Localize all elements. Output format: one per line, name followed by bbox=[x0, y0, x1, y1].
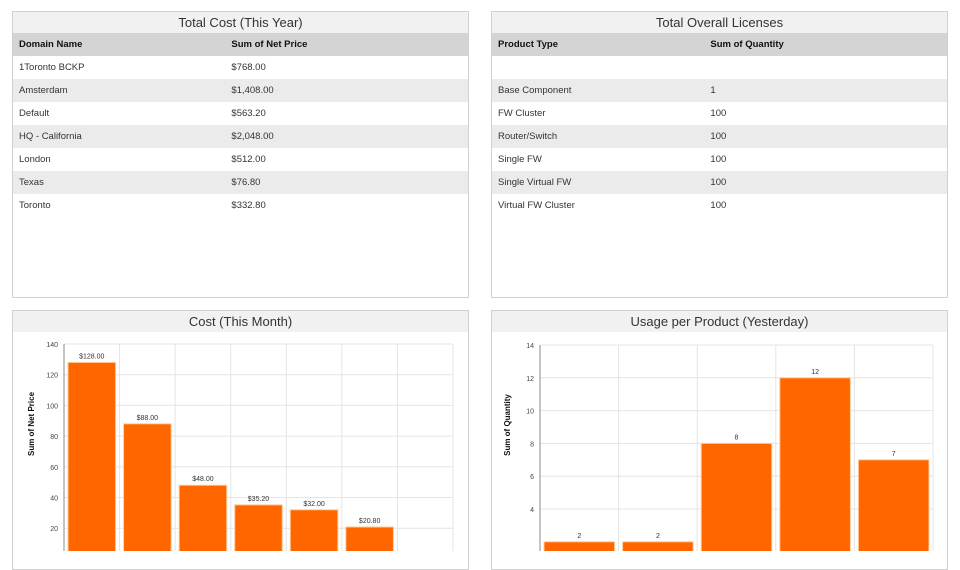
y-tick-label: 80 bbox=[50, 434, 58, 441]
column-header: Sum of Quantity bbox=[710, 33, 947, 56]
column-header: Sum of Net Price bbox=[231, 33, 468, 56]
table-row[interactable]: Router/Switch 100 bbox=[492, 125, 947, 148]
bar bbox=[123, 423, 172, 551]
y-tick-label: 6 bbox=[530, 474, 534, 481]
table-cell: $563.20 bbox=[231, 108, 266, 119]
y-axis-label: Sum of Quantity bbox=[503, 394, 512, 456]
data-label: 8 bbox=[735, 434, 739, 441]
table-cell: Default bbox=[19, 108, 50, 119]
data-label: 7 bbox=[892, 451, 896, 458]
licenses-panel: Total Overall Licenses Product Type Sum o… bbox=[491, 11, 948, 298]
y-tick-label: 4 bbox=[530, 507, 534, 514]
table-cell: FW Cluster bbox=[498, 108, 546, 119]
table-cell: $332.80 bbox=[231, 200, 266, 211]
table-cell: 1 bbox=[710, 79, 947, 102]
y-tick-label: 8 bbox=[530, 441, 534, 448]
table-cell: London bbox=[19, 154, 51, 165]
table-row[interactable]: 1Toronto BCKP $768.00 bbox=[13, 56, 468, 79]
table-cell: $76.80 bbox=[231, 171, 468, 194]
data-label: 2 bbox=[577, 533, 581, 540]
table-cell: Router/Switch bbox=[492, 125, 711, 148]
table-row[interactable] bbox=[492, 56, 947, 79]
y-tick-label: 14 bbox=[526, 343, 534, 350]
column-header: Product Type bbox=[492, 33, 711, 56]
bar bbox=[289, 509, 339, 551]
table-row[interactable]: Base Component 1 bbox=[492, 79, 947, 102]
usage-chart: 4 6 8 10 12 14 Sum of Quantity 2 2 8 12 7 bbox=[503, 343, 934, 551]
data-label: 2 bbox=[656, 533, 660, 540]
table-row[interactable]: Amsterdam $1,408.00 bbox=[13, 79, 468, 102]
table-cell: Texas bbox=[13, 171, 232, 194]
data-label: 12 bbox=[811, 369, 819, 376]
bar bbox=[345, 526, 394, 551]
table-cell: $2,048.00 bbox=[231, 125, 468, 148]
cost-month-chart: 20 40 60 80 100 120 140 Sum of Net Price $128.00… bbox=[27, 342, 454, 551]
y-tick-label: 12 bbox=[526, 376, 534, 383]
cost-month-panel: Cost (This Month) 20 40 60 80 100 120 140 Sum o… bbox=[12, 310, 469, 570]
table-cell: $512.00 bbox=[231, 154, 266, 165]
table-row[interactable]: Default $563.20 bbox=[13, 102, 468, 125]
bar bbox=[700, 442, 773, 551]
licenses-table: Product Type Sum of Quantity Base Componen… bbox=[492, 33, 947, 217]
y-tick-label: 20 bbox=[50, 526, 58, 533]
table-row[interactable]: London $512.00 bbox=[13, 148, 468, 171]
bar bbox=[543, 541, 616, 551]
table-cell: 1Toronto BCKP bbox=[19, 62, 85, 73]
table-row[interactable]: Single Virtual FW 100 bbox=[492, 171, 947, 194]
table-cell: 100 bbox=[710, 171, 947, 194]
data-label: $88.00 bbox=[137, 415, 159, 422]
y-tick-label: 120 bbox=[46, 373, 58, 380]
data-label: $20.80 bbox=[359, 518, 381, 525]
panel-title: Usage per Product (Yesterday) bbox=[492, 311, 947, 332]
bar bbox=[67, 361, 117, 551]
bar bbox=[857, 459, 930, 551]
table-cell: Base Component bbox=[492, 79, 711, 102]
table-cell: $1,408.00 bbox=[231, 79, 468, 102]
total-cost-panel: Total Cost (This Year) Domain Name Sum of… bbox=[12, 11, 469, 298]
table-row[interactable]: HQ - California $2,048.00 bbox=[13, 125, 468, 148]
y-tick-label: 140 bbox=[46, 342, 58, 349]
bar bbox=[234, 504, 283, 551]
table-cell: 100 bbox=[710, 108, 727, 119]
panel-title: Cost (This Month) bbox=[13, 311, 468, 332]
table-row[interactable]: Texas $76.80 bbox=[13, 171, 468, 194]
table-cell: Amsterdam bbox=[13, 79, 232, 102]
bar bbox=[178, 484, 228, 551]
table-cell: Single FW bbox=[498, 154, 542, 165]
table-cell: Single Virtual FW bbox=[492, 171, 711, 194]
total-cost-table: Domain Name Sum of Net Price 1Toronto BCKP… bbox=[13, 33, 468, 217]
table-cell: Toronto bbox=[19, 200, 51, 211]
data-label: $128.00 bbox=[79, 353, 104, 360]
data-label: $35.20 bbox=[248, 496, 270, 503]
panel-title: Total Cost (This Year) bbox=[13, 12, 468, 33]
table-row[interactable]: FW Cluster 100 bbox=[492, 102, 947, 125]
y-tick-label: 10 bbox=[526, 409, 534, 416]
table-header: Domain Name Sum of Net Price bbox=[13, 33, 468, 56]
y-tick-label: 40 bbox=[50, 496, 58, 503]
table-row[interactable]: Virtual FW Cluster 100 bbox=[492, 194, 947, 217]
table-cell: 100 bbox=[710, 200, 727, 211]
table-cell: $768.00 bbox=[231, 62, 266, 73]
table-cell bbox=[710, 56, 947, 79]
usage-panel: Usage per Product (Yesterday) 4 6 8 10 12 14 S… bbox=[491, 310, 948, 570]
y-axis-label: Sum of Net Price bbox=[27, 391, 36, 456]
table-cell: 100 bbox=[710, 154, 727, 165]
table-cell: Virtual FW Cluster bbox=[498, 200, 575, 211]
bar bbox=[622, 541, 694, 551]
y-tick-label: 100 bbox=[46, 403, 58, 410]
table-header: Product Type Sum of Quantity bbox=[492, 33, 947, 56]
table-cell bbox=[492, 56, 710, 79]
column-header: Domain Name bbox=[13, 33, 232, 56]
table-row[interactable]: Toronto $332.80 bbox=[13, 194, 468, 217]
table-cell: 100 bbox=[710, 125, 947, 148]
table-row[interactable]: Single FW 100 bbox=[492, 148, 947, 171]
panel-title: Total Overall Licenses bbox=[492, 12, 947, 33]
table-cell: HQ - California bbox=[13, 125, 232, 148]
data-label: $32.00 bbox=[303, 501, 325, 508]
bar bbox=[779, 377, 851, 551]
y-tick-label: 60 bbox=[50, 465, 58, 472]
data-label: $48.00 bbox=[192, 476, 214, 483]
